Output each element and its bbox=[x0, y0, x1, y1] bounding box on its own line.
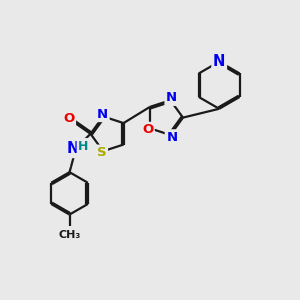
Text: N: N bbox=[166, 131, 177, 144]
Text: S: S bbox=[97, 146, 106, 159]
Text: H: H bbox=[78, 140, 88, 152]
Text: N: N bbox=[213, 54, 225, 69]
Text: N: N bbox=[67, 142, 79, 157]
Text: O: O bbox=[63, 112, 74, 125]
Text: N: N bbox=[166, 92, 177, 104]
Text: CH₃: CH₃ bbox=[58, 230, 81, 240]
Text: N: N bbox=[97, 108, 108, 121]
Text: O: O bbox=[142, 123, 153, 136]
